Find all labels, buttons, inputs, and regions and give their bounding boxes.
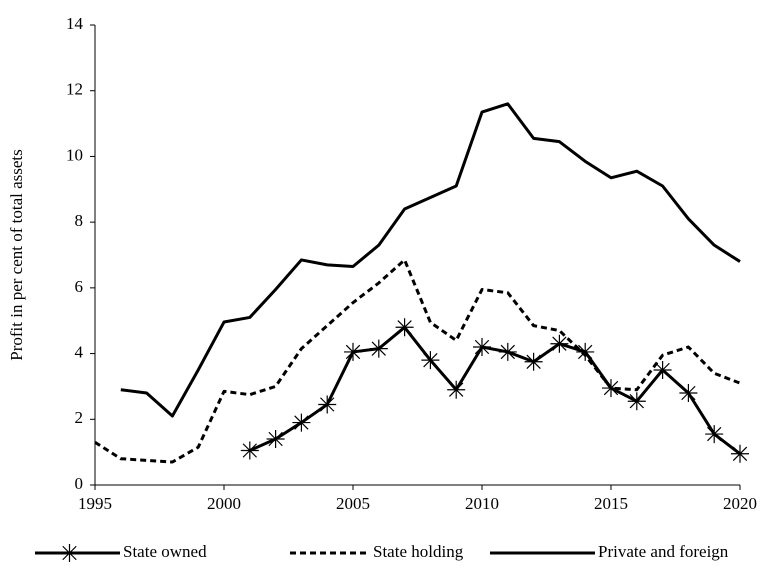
y-tick-label: 4 [75,342,84,361]
series-marker [240,441,259,460]
series-marker [705,425,724,444]
series-marker [421,351,440,370]
series-marker [576,342,595,361]
x-tick-label: 2015 [594,494,628,513]
series-marker [627,392,646,411]
y-tick-label: 14 [66,14,84,33]
series-line [120,102,741,418]
series-marker [292,413,311,432]
legend-label: State holding [373,542,464,561]
series-marker [498,342,517,361]
legend-label: State owned [123,542,207,561]
y-tick-label: 10 [66,145,83,164]
series-marker [473,338,491,356]
series-marker [369,339,388,358]
series-marker [447,380,466,399]
series-marker [550,334,569,353]
series-marker [266,430,285,448]
series-marker [344,342,362,361]
y-tick-label: 2 [75,408,84,427]
y-tick-label: 0 [75,474,84,493]
x-tick-label: 2020 [723,494,757,513]
y-tick-label: 6 [75,277,84,296]
x-tick-label: 2010 [465,494,499,513]
series-marker [679,384,698,402]
series-marker [524,352,543,371]
legend-marker [60,544,79,562]
series-marker [653,361,672,379]
x-tick-label: 1995 [78,494,112,513]
legend-label: Private and foreign [598,542,729,561]
x-tick-label: 2000 [207,494,241,513]
y-axis-label: Profit in per cent of total assets [7,149,26,361]
series-marker [602,379,620,398]
series-marker [318,395,337,414]
series-marker [731,444,749,463]
series-line [94,258,741,464]
series-marker [395,318,414,337]
series-line [249,325,741,455]
y-tick-label: 8 [75,211,84,230]
x-tick-label: 2005 [336,494,370,513]
y-tick-label: 12 [66,80,83,99]
